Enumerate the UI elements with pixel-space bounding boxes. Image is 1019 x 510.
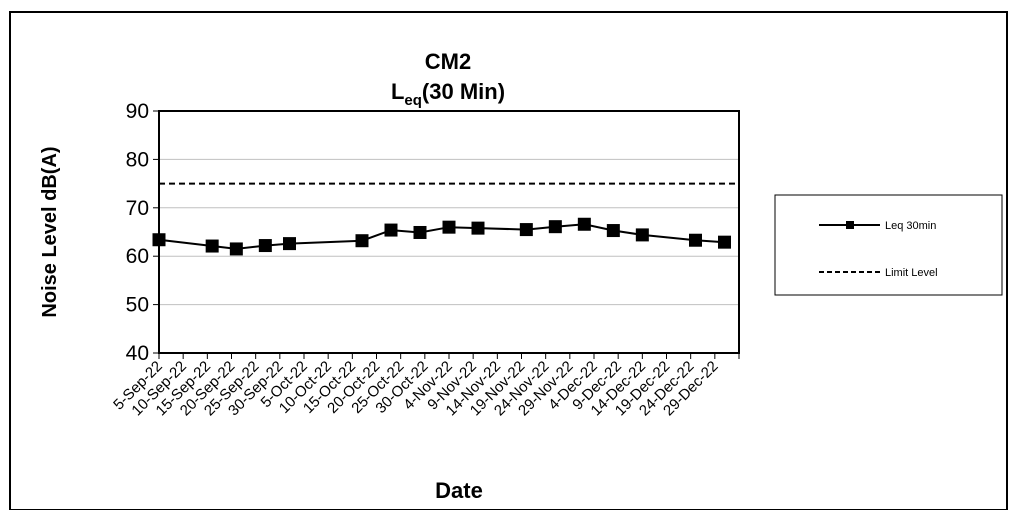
leq-data-point <box>229 242 243 256</box>
y-tick-label: 60 <box>126 245 149 268</box>
leq-data-point <box>606 224 620 238</box>
leq-data-point <box>689 233 702 247</box>
leq-data-point <box>442 220 456 234</box>
chart-subtitle-main: L <box>391 79 404 104</box>
leq-data-point <box>577 217 591 231</box>
leq-data-point <box>258 239 272 253</box>
leq-data-point <box>471 221 485 235</box>
grid-lines <box>159 158 739 306</box>
y-axis-title: Noise Level dB(A) <box>39 146 61 317</box>
x-axis-title: Date <box>435 478 483 503</box>
legend-label-limit: Limit Level <box>885 267 938 279</box>
legend-label-leq: Leq 30min <box>885 220 936 232</box>
y-tick-label: 80 <box>126 148 149 171</box>
leq-data-point <box>635 228 649 242</box>
legend-marker-leq <box>846 221 854 229</box>
leq-data-point <box>519 223 533 237</box>
leq-data-point <box>413 225 427 239</box>
y-tick-label: 40 <box>126 342 149 365</box>
y-tick-label: 50 <box>126 294 149 317</box>
chart-subtitle-sub: eq <box>404 92 422 109</box>
leq-data-point <box>283 237 296 251</box>
chart-title: CM2 <box>425 49 471 74</box>
y-tick-label: 70 <box>126 197 149 220</box>
legend-box <box>774 194 1003 296</box>
leq-data-point <box>718 235 731 249</box>
series-layer <box>152 182 739 256</box>
y-tick-label: 90 <box>126 100 149 123</box>
chart-subtitle: Leq(30 Min) <box>391 79 505 109</box>
leq-data-point <box>548 220 562 234</box>
leq-data-point <box>384 223 398 237</box>
leq-data-point <box>205 239 219 253</box>
chart-subtitle-rest: (30 Min) <box>422 79 505 104</box>
leq-data-point <box>355 234 369 248</box>
